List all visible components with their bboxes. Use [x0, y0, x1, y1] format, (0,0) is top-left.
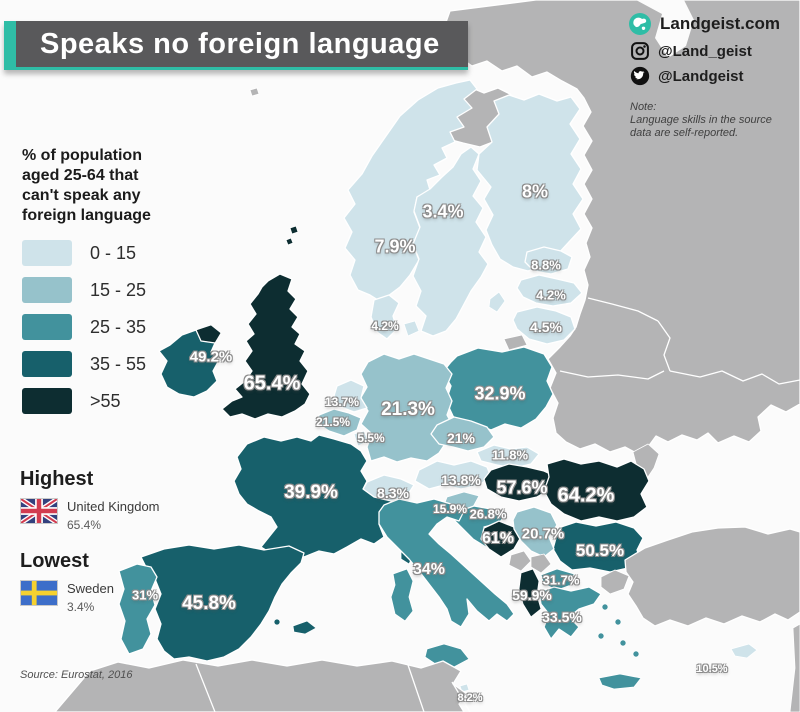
sweden-flag-icon: [20, 580, 58, 606]
legend-label: 15 - 25: [90, 279, 147, 300]
legend-item-0: 0 - 15: [22, 240, 151, 266]
country-north-macedonia: [540, 568, 575, 591]
country-sardinia: [390, 568, 414, 622]
legend-label: 25 - 35: [90, 316, 147, 337]
border-algeria-tunisia: [407, 664, 425, 712]
country-kosovo: [530, 553, 552, 574]
lowest-value: 3.4%: [67, 600, 95, 614]
country-faroe-islands: [249, 87, 260, 97]
border-tunisia-libya: [451, 681, 471, 712]
title-background: Speaks no foreign language: [16, 21, 468, 67]
country-kaliningrad: [503, 334, 528, 351]
country-luxembourg: [353, 430, 369, 447]
lowest-row: Sweden 3.4%: [20, 580, 160, 616]
legend-item-2: 25 - 35: [22, 314, 151, 340]
country-romania: [543, 458, 650, 522]
country-united-kingdom: [221, 273, 311, 420]
branding-twitter-row: @Landgeist: [628, 66, 798, 86]
country-greece: [538, 586, 602, 640]
lowest-country: Sweden: [67, 581, 114, 596]
legend-label: >55: [90, 390, 121, 411]
country-hungary: [483, 463, 558, 502]
country-shetland: [285, 225, 299, 246]
country-crete: [598, 673, 642, 690]
country-balearics: [273, 618, 317, 635]
country-montenegro: [508, 550, 532, 572]
extremes-block: Highest United Kingdom 65.4% Lowest: [20, 468, 160, 632]
country-france: [233, 434, 402, 558]
country-portugal: [118, 563, 158, 655]
note-text: Language skills in the source data are s…: [630, 114, 772, 139]
country-poland: [442, 346, 554, 431]
country-slovakia: [476, 444, 540, 469]
title-banner: Speaks no foreign language: [4, 21, 468, 70]
country-levant-edge: [789, 623, 800, 712]
country-lithuania: [512, 306, 576, 345]
title-accent-bar: [4, 21, 16, 67]
country-belgium: [316, 408, 362, 437]
country-spain: [140, 544, 305, 662]
greek-islands: [597, 603, 640, 658]
country-sicily: [424, 643, 470, 668]
lowest-heading: Lowest: [20, 550, 89, 572]
country-bosnia: [480, 520, 522, 558]
legend-swatch: [22, 240, 72, 266]
twitter-handle: @Landgeist: [658, 67, 744, 85]
legend-item-4: >55: [22, 388, 151, 414]
country-estonia: [524, 246, 573, 275]
branding-block: Landgeist.com @Land_geist @Landgeist: [628, 12, 798, 91]
highest-country: United Kingdom: [67, 499, 160, 514]
highest-row: United Kingdom 65.4%: [20, 498, 160, 534]
country-italy: [378, 498, 515, 628]
legend-swatch: [22, 388, 72, 414]
legend-swatch: [22, 314, 72, 340]
site-label: Landgeist.com: [660, 14, 780, 33]
legend-swatch: [22, 351, 72, 377]
page-title: Speaks no foreign language: [40, 27, 440, 60]
country-latvia: [516, 274, 583, 307]
country-netherlands: [333, 379, 368, 413]
legend-swatch: [22, 277, 72, 303]
landgeist-logo-icon: [628, 12, 652, 36]
border-russia-belarus: [587, 297, 659, 322]
country-czechia: [430, 416, 495, 452]
country-turkey-thrace: [600, 569, 630, 595]
highest-heading: Highest: [20, 468, 94, 490]
highest-value: 65.4%: [67, 518, 102, 532]
uk-flag-icon: [20, 498, 58, 524]
country-sweden: [412, 146, 489, 337]
white-sea: [636, 0, 694, 58]
border-russia-ukraine: [657, 320, 800, 385]
note-block: Note: Language skills in the source data…: [630, 101, 790, 140]
country-denmark-zealand: [403, 320, 420, 337]
source-caption: Source: Eurostat, 2016: [20, 669, 133, 681]
legend: % of population aged 25-64 that can't sp…: [22, 146, 151, 425]
instagram-handle: @Land_geist: [658, 42, 752, 60]
branding-instagram-row: @Land_geist: [628, 41, 798, 61]
country-serbia: [512, 506, 558, 558]
country-turkey: [624, 526, 800, 627]
note-heading: Note:: [630, 101, 657, 113]
border-belarus-ukraine: [559, 370, 665, 380]
country-north-africa: [54, 659, 468, 712]
country-finland: [476, 93, 584, 272]
legend-label: 0 - 15: [90, 242, 137, 263]
country-germany: [359, 353, 455, 463]
legend-items: 0 - 15 15 - 25 25 - 35 35 - 55 >55: [22, 240, 151, 414]
country-gotland: [488, 291, 506, 313]
border-morocco-algeria: [195, 663, 216, 712]
instagram-icon: [630, 41, 650, 61]
country-albania: [518, 568, 542, 618]
branding-site-row: Landgeist.com: [628, 12, 798, 36]
country-cyprus: [730, 643, 758, 659]
country-denmark: [370, 294, 400, 340]
legend-title: % of population aged 25-64 that can't sp…: [22, 147, 151, 224]
legend-label: 35 - 55: [90, 353, 147, 374]
legend-item-3: 35 - 55: [22, 351, 151, 377]
country-ireland: [158, 329, 220, 398]
legend-item-1: 15 - 25: [22, 277, 151, 303]
twitter-icon: [630, 66, 650, 86]
